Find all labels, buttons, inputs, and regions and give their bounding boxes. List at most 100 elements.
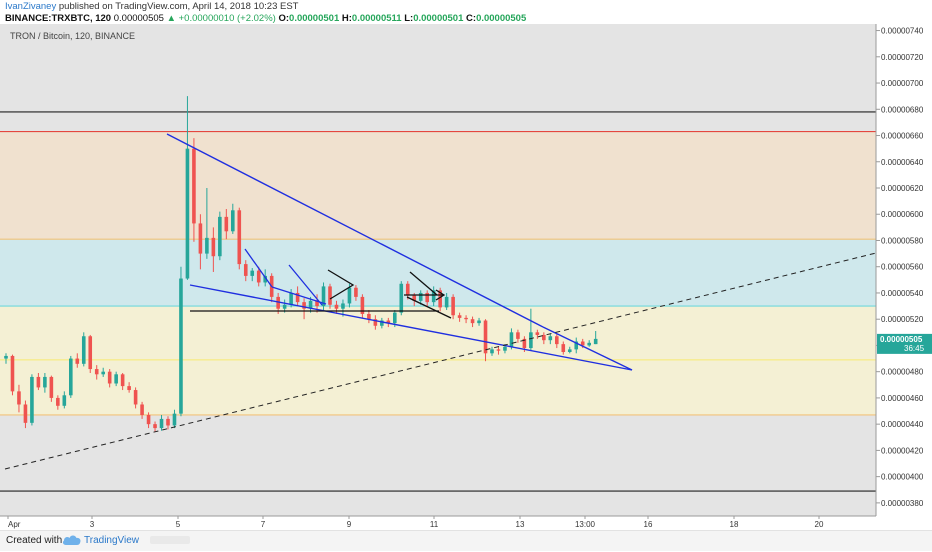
price-tick-label: 0.00000540 [881, 289, 924, 298]
candle-body [522, 338, 527, 349]
time-tick-label: 20 [815, 520, 824, 529]
candle-body [231, 210, 235, 232]
author-link[interactable]: IvanZivaney [5, 1, 57, 12]
candle-body [425, 292, 429, 303]
candle-body [561, 344, 566, 352]
price-tick-label: 0.00000400 [881, 473, 924, 482]
time-axis-background[interactable] [0, 516, 876, 530]
candle-body [457, 315, 462, 318]
candle-body [477, 320, 481, 324]
scroll-handle[interactable] [150, 536, 190, 544]
current-price-label: 0.00000505 [880, 335, 923, 344]
candle-body [179, 278, 183, 414]
price-chart[interactable]: Apr 3 5 7 9 11 13 13:00 16 18 20 0.000007400.00000… [0, 24, 932, 530]
candle-body [94, 369, 99, 375]
current-price-badge [877, 333, 932, 354]
candle-body [380, 320, 384, 326]
candle-body [218, 216, 222, 257]
candle-body [516, 332, 520, 339]
close-label: C: [466, 13, 477, 24]
candle-body [580, 341, 585, 346]
trendline-drawings[interactable] [4, 133, 877, 470]
candle-body [159, 418, 164, 429]
open-value: 0.00000501 [289, 13, 340, 24]
candle-body [282, 304, 287, 309]
price-axis-background[interactable] [876, 24, 932, 530]
candle-body [276, 296, 280, 309]
candle-body [529, 332, 533, 349]
chart-title: TRON / Bitcoin, 120, BINANCE [10, 31, 135, 41]
price-tick-label: 0.00000560 [881, 263, 924, 272]
candle-body [263, 275, 267, 283]
chart-header: IvanZivaney published on TradingView.com… [0, 0, 932, 24]
open-label: O: [278, 13, 290, 24]
candle-body [386, 320, 391, 324]
zone-grey [0, 24, 876, 132]
candle-body [69, 358, 73, 396]
candle-body [256, 270, 261, 283]
candle-body [542, 334, 546, 341]
candle-body [302, 302, 306, 309]
candle-body [451, 296, 455, 316]
candle-body [250, 270, 255, 276]
candle-body [107, 371, 112, 384]
candle-body [185, 148, 190, 279]
candle-body [140, 404, 144, 415]
flag-line-2 [271, 286, 327, 305]
price-axis: 0.00000740 0.00000720 0.00000700 0.00000680… [875, 24, 932, 530]
time-tick-label: 18 [730, 520, 739, 529]
candle-body [535, 332, 540, 335]
arrow-1 [327, 269, 355, 300]
published-text: published on TradingView.com, April 14, … [58, 1, 299, 12]
candle-body [146, 414, 151, 425]
candle-body [101, 371, 105, 375]
lower-trendline [189, 284, 633, 371]
candle-body [503, 346, 507, 351]
candle-body [438, 290, 442, 308]
candle-body [405, 283, 410, 296]
candle-body [587, 342, 591, 346]
price-tick-label: 0.00000720 [881, 53, 924, 62]
candle-body [431, 290, 436, 303]
candle-body [360, 296, 365, 314]
candle-body [23, 404, 28, 423]
candle-body [30, 376, 34, 423]
candle-body [120, 374, 125, 387]
candle-body [127, 386, 131, 391]
candle-body [593, 338, 598, 345]
horizontal-levels [0, 111, 876, 492]
candle-body [56, 397, 60, 406]
candle-body [43, 376, 47, 388]
time-tick-label: 13:00 [575, 520, 596, 529]
candle-body [211, 237, 216, 257]
zone-grey [0, 414, 876, 516]
footer-bar: Created with TradingView [0, 530, 932, 551]
candle-body [4, 355, 8, 359]
time-axis: Apr 3 5 7 9 11 13 13:00 16 18 20 [0, 515, 876, 530]
candle-body [224, 216, 229, 232]
price-tick-label: 0.00000700 [881, 79, 924, 88]
time-tick-label: 9 [347, 520, 352, 529]
candle-body [412, 295, 417, 301]
candle-body [114, 374, 118, 384]
candle-body [295, 292, 300, 303]
price-tick-label: 0.00000740 [881, 27, 924, 36]
candle-body [347, 287, 352, 304]
candle-body [444, 296, 449, 308]
candle-body [367, 313, 371, 320]
high-label: H: [341, 13, 352, 24]
high-value: 0.00000511 [351, 13, 402, 24]
candle-body [49, 376, 54, 398]
candle-body [555, 336, 559, 345]
candle-body [393, 312, 397, 324]
candle-body [341, 303, 345, 309]
price-tick-label: 0.00000380 [881, 499, 924, 508]
candle-body [470, 319, 475, 324]
flag-line-4 [409, 271, 438, 296]
candle-body [75, 358, 80, 364]
tradingview-cloud-icon [62, 533, 82, 552]
candle-body [36, 376, 41, 388]
price-tick-label: 0.00000620 [881, 184, 924, 193]
price-tick-label: 0.00000660 [881, 132, 924, 141]
tradingview-brand-link[interactable]: TradingView [84, 535, 140, 546]
